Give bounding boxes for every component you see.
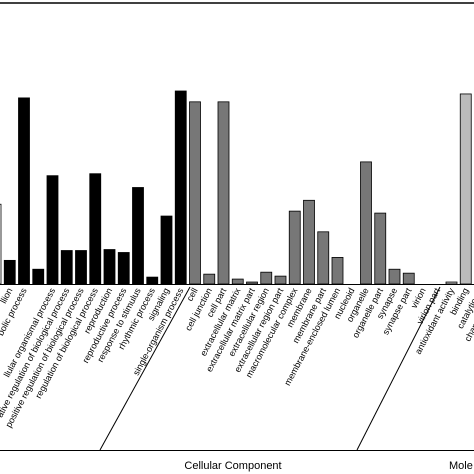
bar — [459, 93, 472, 285]
bar — [303, 199, 315, 285]
bar — [174, 90, 187, 285]
bar — [46, 175, 59, 285]
bar — [274, 275, 287, 285]
bar — [317, 231, 330, 285]
bar — [331, 257, 344, 285]
group-label: Mole — [449, 460, 473, 472]
bar — [32, 268, 45, 285]
bar — [360, 161, 372, 285]
bar — [374, 212, 387, 285]
group-label: Cellular Component — [184, 460, 281, 472]
bar — [160, 215, 173, 285]
bar — [60, 250, 73, 285]
bar — [189, 101, 201, 285]
bar — [388, 268, 401, 285]
bar — [0, 203, 2, 285]
bar — [288, 210, 301, 285]
bar — [260, 271, 273, 285]
bar — [89, 173, 102, 285]
bar — [246, 281, 258, 285]
bar — [203, 273, 216, 285]
group-divider — [356, 286, 441, 451]
bar — [103, 249, 116, 285]
bar — [217, 101, 230, 285]
bar — [445, 281, 458, 285]
bar — [146, 276, 159, 285]
bar — [117, 252, 130, 285]
bar — [402, 272, 415, 285]
group-divider — [99, 286, 191, 451]
bar — [75, 250, 87, 285]
bar — [18, 97, 30, 285]
bar — [3, 259, 16, 285]
bar — [231, 278, 244, 285]
bar — [132, 187, 144, 285]
